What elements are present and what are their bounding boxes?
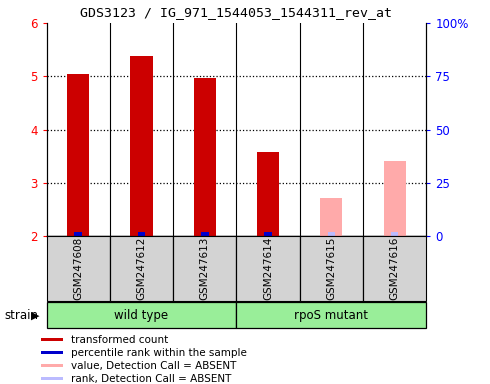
Bar xyxy=(327,232,335,236)
Text: strain: strain xyxy=(5,309,39,322)
Bar xyxy=(391,232,398,236)
Text: percentile rank within the sample: percentile rank within the sample xyxy=(71,348,247,358)
Text: GSM247612: GSM247612 xyxy=(137,237,147,301)
Text: ▶: ▶ xyxy=(31,310,39,320)
Text: wild type: wild type xyxy=(115,309,169,322)
Bar xyxy=(257,152,279,236)
Title: GDS3123 / IG_971_1544053_1544311_rev_at: GDS3123 / IG_971_1544053_1544311_rev_at xyxy=(80,6,392,19)
Text: rank, Detection Call = ABSENT: rank, Detection Call = ABSENT xyxy=(71,374,231,384)
Bar xyxy=(138,232,145,236)
Bar xyxy=(264,232,272,236)
Text: GSM247608: GSM247608 xyxy=(73,237,83,300)
Text: rpoS mutant: rpoS mutant xyxy=(294,309,368,322)
Bar xyxy=(300,236,363,301)
Bar xyxy=(47,302,236,328)
Text: GSM247613: GSM247613 xyxy=(200,237,210,301)
Bar xyxy=(320,198,343,236)
Bar xyxy=(384,161,406,236)
Bar xyxy=(41,364,63,367)
Bar xyxy=(236,236,300,301)
Text: transformed count: transformed count xyxy=(71,335,169,345)
Bar xyxy=(363,236,426,301)
Text: GSM247615: GSM247615 xyxy=(326,237,336,301)
Bar xyxy=(41,351,63,354)
Bar xyxy=(110,236,173,301)
Bar xyxy=(67,74,89,236)
Bar xyxy=(236,302,426,328)
Bar xyxy=(173,236,236,301)
Bar xyxy=(41,338,63,341)
Text: GSM247614: GSM247614 xyxy=(263,237,273,301)
Text: value, Detection Call = ABSENT: value, Detection Call = ABSENT xyxy=(71,361,237,371)
Text: GSM247616: GSM247616 xyxy=(390,237,400,301)
Bar xyxy=(130,56,152,236)
Bar xyxy=(47,236,110,301)
Bar xyxy=(194,78,216,236)
Bar xyxy=(201,232,209,236)
Bar xyxy=(74,232,82,236)
Bar xyxy=(41,377,63,380)
